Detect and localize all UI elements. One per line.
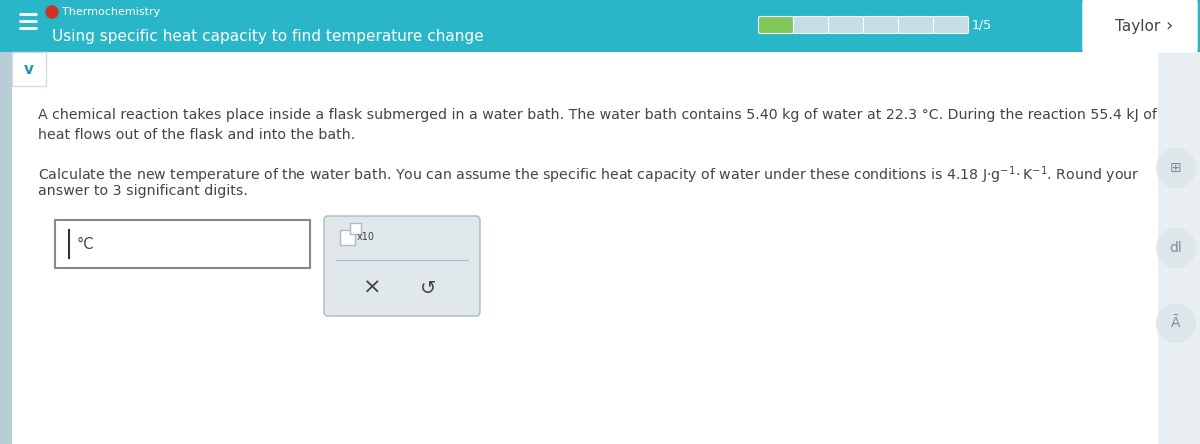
Text: ›: › <box>1165 17 1172 35</box>
Circle shape <box>46 6 58 18</box>
Text: Calculate the new temperature of the water bath. You can assume the specific hea: Calculate the new temperature of the wat… <box>38 164 1140 186</box>
Text: ↺: ↺ <box>420 278 437 297</box>
FancyBboxPatch shape <box>324 216 480 316</box>
Text: ⊞: ⊞ <box>1170 161 1182 175</box>
Text: ×: × <box>364 278 382 298</box>
Text: v: v <box>24 62 34 76</box>
Text: Using specific heat capacity to find temperature change: Using specific heat capacity to find tem… <box>52 28 484 44</box>
FancyBboxPatch shape <box>758 16 793 33</box>
Bar <box>12 52 1158 444</box>
FancyBboxPatch shape <box>899 16 934 33</box>
Text: Ā: Ā <box>1171 316 1181 330</box>
Circle shape <box>1156 148 1196 188</box>
Bar <box>350 223 361 234</box>
FancyBboxPatch shape <box>1084 0 1198 52</box>
Text: dl: dl <box>1170 241 1182 255</box>
Text: °C: °C <box>77 237 95 251</box>
Circle shape <box>1156 228 1196 268</box>
Bar <box>12 52 46 86</box>
Text: 1/5: 1/5 <box>972 19 992 32</box>
Bar <box>340 230 355 245</box>
Text: x10: x10 <box>358 232 374 242</box>
Bar <box>0 52 12 444</box>
Text: Taylor: Taylor <box>1115 19 1160 33</box>
Text: Thermochemistry: Thermochemistry <box>62 7 161 17</box>
Text: heat flows out of the flask and into the bath.: heat flows out of the flask and into the… <box>38 128 355 142</box>
Text: answer to 3 significant digits.: answer to 3 significant digits. <box>38 184 248 198</box>
FancyBboxPatch shape <box>793 16 828 33</box>
Text: A chemical reaction takes place inside a flask submerged in a water bath. The wa: A chemical reaction takes place inside a… <box>38 108 1157 122</box>
Bar <box>0 0 1200 52</box>
FancyBboxPatch shape <box>934 16 968 33</box>
FancyBboxPatch shape <box>864 16 899 33</box>
Bar <box>55 220 310 268</box>
Circle shape <box>1156 303 1196 343</box>
FancyBboxPatch shape <box>828 16 864 33</box>
